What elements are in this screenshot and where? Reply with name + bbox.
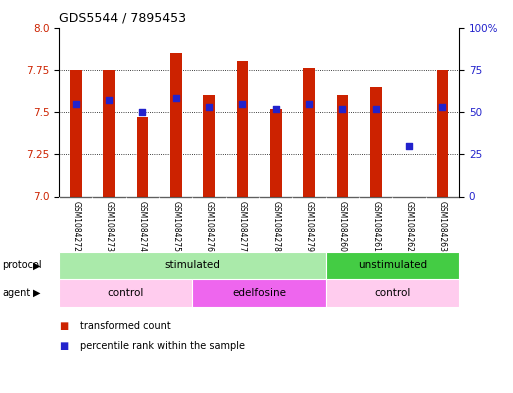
Text: GSM1084278: GSM1084278: [271, 201, 280, 252]
Text: ▶: ▶: [33, 260, 41, 270]
Text: stimulated: stimulated: [165, 260, 220, 270]
Point: [438, 104, 446, 110]
Text: GSM1084276: GSM1084276: [205, 201, 213, 252]
Text: unstimulated: unstimulated: [358, 260, 427, 270]
Point: [71, 100, 80, 107]
Bar: [203, 95, 215, 196]
Text: transformed count: transformed count: [80, 321, 170, 331]
Text: control: control: [108, 288, 144, 298]
Bar: [192, 279, 326, 307]
Text: GSM1084274: GSM1084274: [138, 201, 147, 252]
Text: edelfosine: edelfosine: [232, 288, 286, 298]
Text: GSM1084277: GSM1084277: [238, 201, 247, 252]
Text: GSM1084273: GSM1084273: [105, 201, 113, 252]
Text: GSM1084275: GSM1084275: [171, 201, 180, 252]
Point: [171, 95, 180, 102]
Bar: [136, 117, 148, 196]
Point: [238, 100, 246, 107]
Bar: [70, 70, 82, 196]
Point: [305, 100, 313, 107]
Text: ▶: ▶: [33, 288, 41, 298]
Bar: [370, 86, 382, 196]
Bar: [59, 252, 326, 279]
Bar: [270, 108, 282, 196]
Bar: [59, 279, 192, 307]
Point: [405, 143, 413, 149]
Text: control: control: [374, 288, 410, 298]
Text: GSM1084272: GSM1084272: [71, 201, 80, 252]
Point: [105, 97, 113, 103]
Text: GSM1084262: GSM1084262: [405, 201, 413, 252]
Text: protocol: protocol: [3, 260, 42, 270]
Text: agent: agent: [3, 288, 31, 298]
Text: GSM1084260: GSM1084260: [338, 201, 347, 252]
Bar: [437, 70, 448, 196]
Bar: [236, 61, 248, 196]
Point: [205, 104, 213, 110]
Text: GSM1084263: GSM1084263: [438, 201, 447, 252]
Bar: [303, 68, 315, 196]
Point: [371, 105, 380, 112]
Text: ■: ■: [59, 341, 68, 351]
Point: [271, 105, 280, 112]
Text: GDS5544 / 7895453: GDS5544 / 7895453: [59, 12, 186, 25]
Bar: [326, 252, 459, 279]
Point: [138, 109, 146, 115]
Bar: [326, 279, 459, 307]
Text: ■: ■: [59, 321, 68, 331]
Text: GSM1084261: GSM1084261: [371, 201, 380, 252]
Bar: [103, 70, 115, 196]
Text: GSM1084279: GSM1084279: [305, 201, 313, 252]
Bar: [337, 95, 348, 196]
Point: [338, 105, 346, 112]
Bar: [170, 53, 182, 196]
Text: percentile rank within the sample: percentile rank within the sample: [80, 341, 245, 351]
